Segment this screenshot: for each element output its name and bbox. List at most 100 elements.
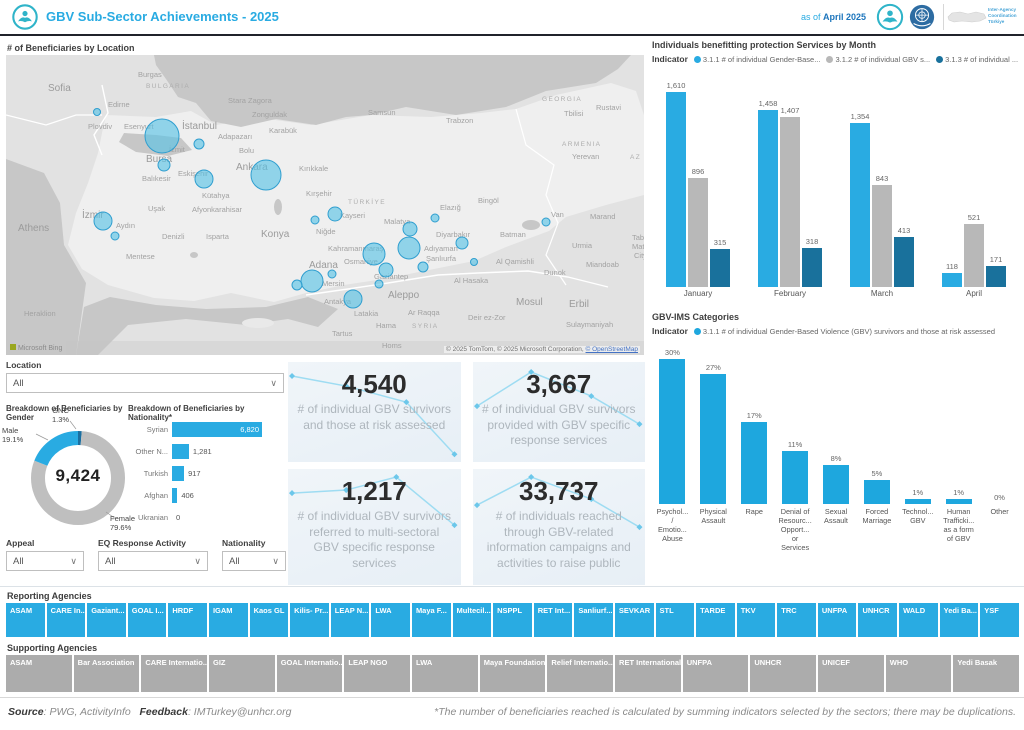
reporting-agency-box[interactable]: STL (655, 603, 695, 637)
supporting-agency-box[interactable]: UNICEF (818, 655, 884, 692)
map-bubble[interactable] (327, 206, 343, 222)
map-bubble[interactable] (250, 159, 282, 191)
bar-march[interactable] (894, 236, 914, 287)
supporting-agency-box[interactable]: Bar Association (73, 655, 140, 692)
map-bubble[interactable] (470, 258, 478, 266)
bar-february[interactable] (758, 110, 778, 287)
bar-april[interactable] (986, 266, 1006, 287)
map-bubble[interactable] (194, 169, 214, 189)
supporting-agency-box[interactable]: Relief Internatio... (547, 655, 614, 692)
category-bar[interactable] (782, 450, 809, 504)
supporting-agency-box[interactable]: GOAL Internatio... (276, 655, 343, 692)
category-bar[interactable] (741, 421, 768, 504)
map-bubble[interactable] (362, 242, 386, 266)
map-bubble[interactable] (300, 269, 324, 293)
supporting-agency-box[interactable]: ASAM (6, 655, 72, 692)
map-bubble[interactable] (374, 279, 384, 289)
legend-item[interactable]: 3.1.3 # of individual ... (936, 55, 1018, 64)
reporting-agency-box[interactable]: RET Int... (533, 603, 573, 637)
nationality-bar[interactable]: 6,820 (172, 421, 262, 437)
map-bubble[interactable] (378, 262, 394, 278)
reporting-agency-box[interactable]: UNFPA (817, 603, 857, 637)
map-bubble[interactable] (110, 231, 120, 241)
reporting-agency-box[interactable]: SEVKAR (614, 603, 654, 637)
supporting-agency-box[interactable]: RET International (615, 655, 681, 692)
map-bubble[interactable] (430, 213, 440, 223)
map-bubble[interactable] (402, 221, 418, 237)
reporting-agency-box[interactable]: NSPPL (493, 603, 532, 637)
map-bubble[interactable] (417, 261, 429, 273)
legend-item[interactable]: 3.1.1 # of individual Gender-Base... (693, 55, 820, 64)
map-bubble[interactable] (343, 289, 363, 309)
supporting-agency-box[interactable]: CARE Internatio... (141, 655, 208, 692)
map-bubble[interactable] (397, 236, 421, 260)
reporting-agency-box[interactable]: Kaos GL (249, 603, 289, 637)
reporting-agency-box[interactable]: IGAM (208, 603, 248, 637)
bar-april[interactable] (942, 272, 962, 287)
map-bubble[interactable] (455, 236, 469, 250)
supporting-agency-box[interactable]: GIZ (209, 655, 275, 692)
bar-february[interactable] (802, 248, 822, 287)
bar-march[interactable] (872, 184, 892, 287)
reporting-agency-box[interactable]: Maya F... (411, 603, 451, 637)
reporting-agency-box[interactable]: Yedi Ba... (939, 603, 979, 637)
donut-slice-female[interactable] (31, 431, 125, 525)
reporting-agency-box[interactable]: GOAL I... (127, 603, 167, 637)
reporting-agency-box[interactable]: TARDE (696, 603, 735, 637)
reporting-agency-box[interactable]: ASAM (6, 603, 45, 637)
supporting-agency-box[interactable]: UNHCR (750, 655, 817, 692)
map-bubble[interactable] (144, 118, 180, 154)
supporting-agency-box[interactable]: Maya Foundation (479, 655, 546, 692)
supporting-agency-box[interactable]: UNFPA (682, 655, 749, 692)
bar-april[interactable] (964, 223, 984, 287)
reporting-agency-box[interactable]: LWA (371, 603, 410, 637)
nationality-bar[interactable] (172, 443, 189, 459)
map-bubble[interactable] (93, 108, 101, 116)
bar-january[interactable] (666, 92, 686, 287)
reporting-agency-box[interactable]: Sanliurf... (574, 603, 613, 637)
bar-january[interactable] (688, 178, 708, 287)
nationality-bar[interactable] (172, 465, 185, 481)
map-bubble[interactable] (93, 211, 113, 231)
legend-item[interactable]: 3.1.2 # of individual GBV s... (826, 55, 930, 64)
category-bar[interactable] (904, 499, 931, 504)
reporting-agency-box[interactable]: CARE In... (46, 603, 86, 637)
beneficiaries-map[interactable]: Sofia BULGARIA Stara Zagora Plovdiv Burgas Ed… (6, 55, 644, 355)
map-bubble[interactable] (291, 279, 303, 291)
eq-response-dropdown[interactable]: All ∨ (98, 551, 208, 571)
reporting-agency-box[interactable]: WALD (899, 603, 938, 637)
reporting-agency-box[interactable]: Kilis- Pr... (290, 603, 329, 637)
bar-march[interactable] (850, 123, 870, 287)
openstreetmap-link[interactable]: © OpenStreetMap (585, 346, 638, 353)
bar-february[interactable] (780, 116, 800, 287)
reporting-agency-box[interactable]: YSF (980, 603, 1019, 637)
reporting-agency-box[interactable]: LEAP N... (330, 603, 370, 637)
reporting-agency-box[interactable]: UNHCR (858, 603, 898, 637)
reporting-agency-box[interactable]: Multecil... (452, 603, 492, 637)
map-bubble[interactable] (157, 158, 171, 172)
category-bar[interactable] (700, 373, 727, 504)
nationality-value: 406 (181, 490, 194, 500)
map-bubble[interactable] (327, 269, 337, 279)
supporting-agency-box[interactable]: Yedi Basak (953, 655, 1020, 692)
reporting-agency-box[interactable]: TRC (777, 603, 816, 637)
map-bubble[interactable] (541, 217, 551, 227)
nationality-bar[interactable] (172, 487, 178, 503)
category-bar[interactable] (945, 499, 972, 504)
bar-january[interactable] (710, 248, 730, 287)
location-dropdown[interactable]: All ∨ (6, 373, 284, 393)
reporting-agency-box[interactable]: HRDF (168, 603, 207, 637)
category-bar[interactable] (863, 479, 890, 504)
map-bubble[interactable] (310, 215, 320, 225)
supporting-agency-box[interactable]: WHO (885, 655, 952, 692)
nationality-dropdown[interactable]: All ∨ (222, 551, 286, 571)
supporting-agency-box[interactable]: LEAP NGO (344, 655, 411, 692)
supporting-agency-box[interactable]: LWA (412, 655, 478, 692)
reporting-agency-box[interactable]: Gaziant... (87, 603, 126, 637)
category-bar[interactable] (659, 359, 686, 504)
appeal-dropdown[interactable]: All ∨ (6, 551, 84, 571)
donut-slice-male[interactable] (31, 431, 125, 525)
map-bubble[interactable] (193, 138, 205, 150)
category-bar[interactable] (823, 465, 849, 504)
reporting-agency-box[interactable]: TKV (736, 603, 776, 637)
